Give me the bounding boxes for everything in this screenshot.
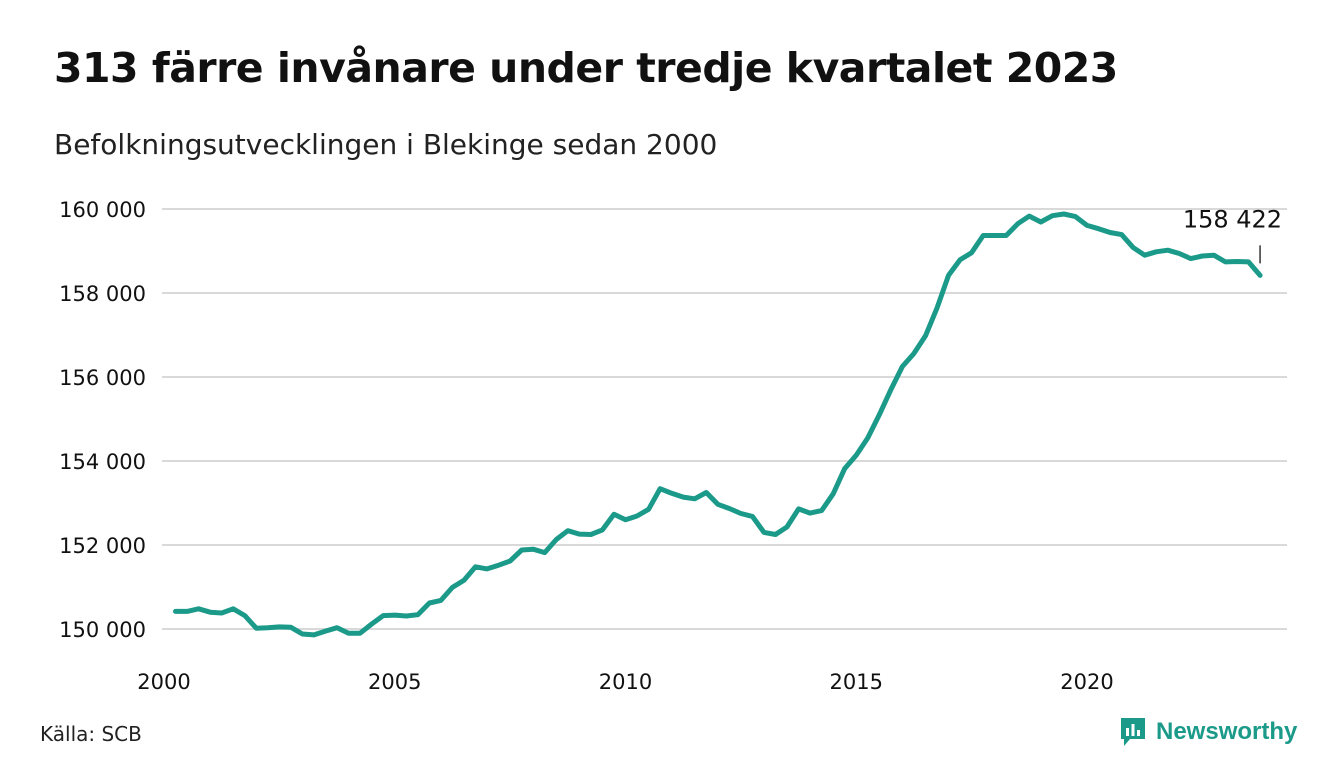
- chart-subtitle: Befolkningsutvecklingen i Blekinge sedan…: [54, 128, 718, 161]
- series-line: [173, 211, 1263, 638]
- x-tick-label: 2020: [1060, 670, 1113, 694]
- y-tick-label: 152 000: [59, 534, 146, 558]
- x-tick-label: 2010: [599, 670, 652, 694]
- brand-logo: Newsworthy: [1118, 712, 1297, 752]
- grid-lines: [162, 208, 1287, 630]
- brand-name: Newsworthy: [1156, 718, 1298, 745]
- bar-chart-chat-icon: [1121, 718, 1145, 746]
- y-tick-label: 154 000: [59, 450, 146, 474]
- annotation-label: 158 422: [1183, 205, 1282, 233]
- x-tick-label: 2015: [830, 670, 883, 694]
- x-tick-label: 2005: [368, 670, 421, 694]
- y-tick-label: 156 000: [59, 366, 146, 390]
- y-tick-label: 150 000: [59, 618, 146, 642]
- y-axis-ticks: 150 000 152 000 154 000 156 000 158 000 160 0…: [59, 198, 146, 642]
- chart-title: 313 färre invånare under tredje kvartale…: [54, 44, 1118, 92]
- x-tick-label: 2000: [137, 670, 190, 694]
- y-tick-label: 158 000: [59, 282, 146, 306]
- y-tick-label: 160 000: [59, 198, 146, 222]
- source-note: Källa: SCB: [40, 722, 142, 746]
- x-axis-ticks: 2000 2005 2010 2015 2020: [137, 670, 1113, 694]
